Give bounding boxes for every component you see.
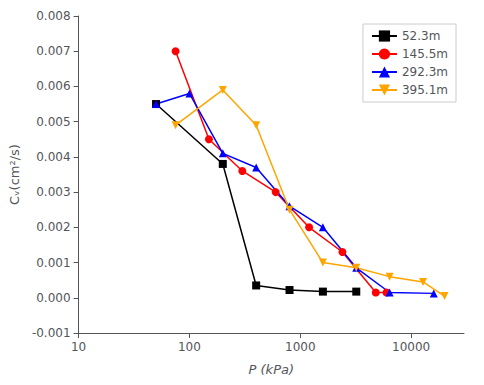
svg-text:0.008: 0.008 [36, 9, 70, 23]
svg-text:-0.001: -0.001 [32, 326, 71, 340]
svg-text:0.006: 0.006 [36, 79, 70, 93]
svg-text:0.005: 0.005 [36, 115, 70, 129]
svg-text:Cᵥ(cm²/s): Cᵥ(cm²/s) [7, 144, 22, 205]
svg-text:0.002: 0.002 [36, 220, 70, 234]
svg-text:145.5m: 145.5m [402, 47, 448, 61]
svg-text:0.000: 0.000 [36, 291, 70, 305]
svg-text:292.3m: 292.3m [402, 65, 448, 79]
svg-text:1000: 1000 [285, 340, 316, 354]
svg-text:0.001: 0.001 [36, 256, 70, 270]
svg-text:P (kPa): P (kPa) [249, 362, 294, 377]
svg-text:10000: 10000 [392, 340, 430, 354]
svg-text:395.1m: 395.1m [402, 83, 448, 97]
svg-text:100: 100 [178, 340, 201, 354]
svg-text:0.003: 0.003 [36, 185, 70, 199]
svg-text:0.007: 0.007 [36, 44, 70, 58]
svg-text:10: 10 [71, 340, 86, 354]
svg-text:0.004: 0.004 [36, 150, 70, 164]
svg-text:52.3m: 52.3m [402, 29, 440, 43]
